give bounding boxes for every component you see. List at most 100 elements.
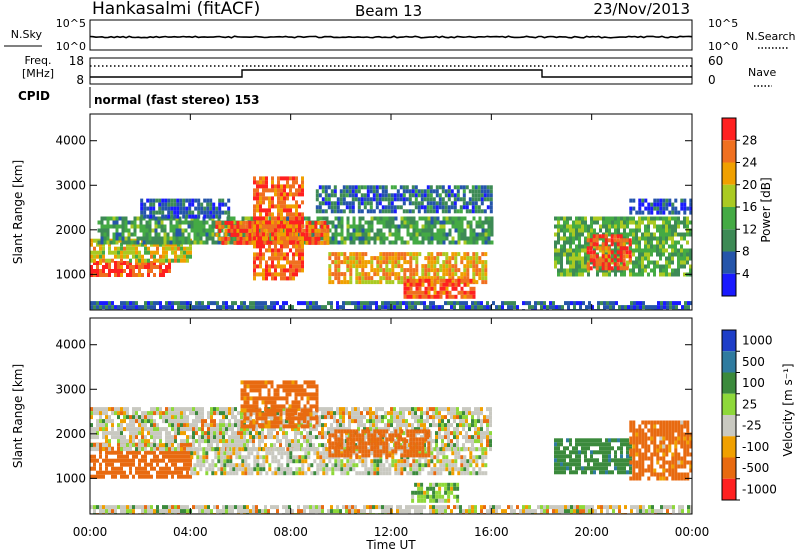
power-cell	[442, 260, 446, 265]
power-cell	[289, 228, 292, 233]
power-cell	[144, 246, 147, 251]
vel-cell	[240, 443, 243, 448]
power-cell	[155, 210, 159, 215]
power-cell	[212, 214, 216, 219]
vel-cell	[420, 407, 423, 412]
power-cell	[430, 264, 434, 269]
power-cell	[644, 198, 648, 203]
power-cell	[163, 228, 167, 233]
power-cell	[385, 236, 389, 241]
power-cell	[474, 193, 478, 198]
power-cell	[628, 254, 632, 259]
power-cell	[439, 286, 443, 291]
power-cell	[418, 232, 422, 237]
power-cell	[408, 193, 412, 198]
nave-right-tick-bottom: 0	[708, 73, 716, 87]
power-cell	[363, 301, 366, 306]
power-cell	[403, 268, 407, 273]
power-cell	[442, 224, 446, 229]
power-cell	[480, 209, 484, 214]
vel-cell	[477, 439, 480, 444]
vel-cell	[375, 415, 378, 420]
power-cell	[659, 244, 662, 249]
power-cell	[148, 240, 152, 245]
vel-cell	[141, 411, 144, 416]
power-cell	[614, 272, 617, 277]
power-cell	[120, 261, 123, 265]
power-cell	[384, 197, 388, 202]
power-cell	[478, 220, 482, 225]
vel-cell	[423, 419, 426, 424]
vel-cell	[243, 388, 247, 393]
power-cell	[557, 260, 560, 265]
power-cell	[340, 216, 344, 221]
vel-cell	[312, 435, 315, 440]
vel-cell	[156, 407, 159, 412]
power-cell	[262, 244, 265, 249]
power-cell	[265, 180, 268, 185]
vel-cell	[315, 411, 318, 416]
power-cell	[230, 228, 234, 233]
power-cell	[586, 262, 590, 267]
vel-cell	[153, 411, 156, 416]
vel-cell	[105, 415, 108, 420]
power-cell	[342, 193, 346, 198]
power-cell	[591, 305, 594, 310]
power-cell	[439, 264, 443, 269]
power-cell	[430, 282, 434, 287]
power-cell	[453, 193, 457, 198]
power-cell	[463, 232, 467, 237]
power-cell	[271, 236, 274, 241]
power-cell	[445, 220, 449, 225]
vel-cell	[156, 411, 159, 416]
power-cell	[678, 301, 681, 306]
power-cell	[617, 220, 620, 225]
vel-cell	[186, 474, 189, 479]
vel-cell	[474, 431, 477, 436]
power-cell	[388, 216, 392, 221]
power-cell	[150, 261, 153, 265]
power-cell	[369, 189, 373, 194]
power-cell	[403, 252, 407, 257]
power-cell	[376, 236, 380, 241]
power-cell	[642, 301, 645, 306]
power-cell	[102, 265, 105, 269]
vel-cell	[465, 419, 468, 424]
power-cell	[656, 264, 659, 269]
power-cell	[393, 205, 397, 210]
power-cell	[363, 193, 367, 198]
power-cell	[572, 228, 575, 233]
power-cell	[379, 240, 383, 245]
vel-cell	[153, 443, 156, 448]
power-cell	[492, 301, 495, 306]
vel-cell	[117, 415, 120, 420]
power-cell	[259, 176, 262, 181]
power-cell	[227, 214, 231, 219]
vel-cell	[174, 435, 177, 440]
power-cell	[154, 216, 158, 221]
power-cell	[430, 260, 434, 265]
power-cell	[578, 260, 581, 265]
power-cell	[435, 189, 439, 194]
vel-cell	[132, 454, 135, 459]
power-cell	[478, 272, 482, 277]
power-cell	[299, 240, 303, 245]
power-cell	[346, 216, 350, 221]
power-cell	[581, 216, 584, 221]
vel-cell	[252, 435, 255, 440]
vel-cell	[192, 443, 195, 448]
power-cell	[411, 301, 414, 306]
power-cell	[558, 305, 561, 310]
vel-cell	[456, 431, 459, 436]
power-cell	[321, 189, 325, 194]
power-cell	[159, 258, 162, 263]
power-cell	[376, 272, 380, 277]
vel-cell	[381, 407, 384, 412]
power-cell	[399, 301, 402, 306]
power-cell	[170, 210, 174, 215]
power-cell	[215, 210, 219, 215]
power-cell	[186, 246, 189, 251]
vel-cell	[93, 454, 96, 459]
power-cell	[484, 220, 488, 225]
power-cell	[283, 188, 286, 193]
